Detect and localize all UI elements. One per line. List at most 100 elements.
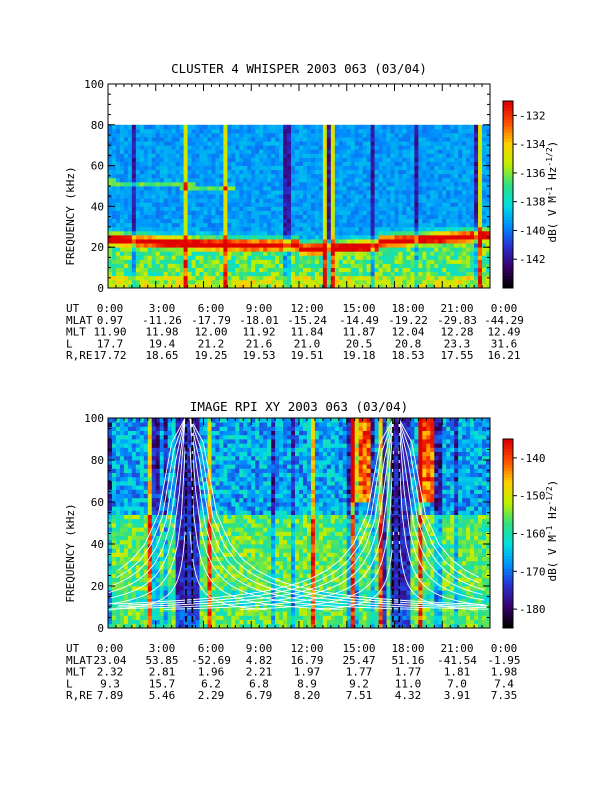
- spectrogram-cell: [227, 124, 232, 130]
- spectrogram-cell: [171, 190, 177, 195]
- spectrogram-cell: [251, 279, 256, 285]
- spectrogram-cell: [299, 226, 304, 232]
- spectrogram-cell: [147, 267, 153, 273]
- spectrogram-cell: [287, 177, 292, 183]
- spectrogram-cell: [374, 218, 379, 224]
- spectrogram-cell: [283, 234, 288, 240]
- spectrogram-cell: [442, 165, 447, 171]
- ephemeris-value: 21.2: [198, 337, 225, 350]
- spectrogram-cell: [414, 149, 419, 154]
- spectrogram-cell: [159, 590, 165, 595]
- spectrogram-cell: [167, 594, 173, 599]
- spectrogram-cell: [382, 165, 387, 171]
- spectrogram-cell: [255, 173, 260, 179]
- spectrogram-cell: [159, 502, 165, 507]
- spectrogram-cell: [111, 177, 117, 183]
- spectrogram-cell: [191, 259, 196, 264]
- spectrogram-cell: [422, 202, 427, 207]
- spectrogram-cell: [179, 275, 185, 281]
- spectrogram-cell: [119, 556, 125, 562]
- spectrogram-cell: [482, 239, 487, 244]
- colorbar-swatch: [503, 253, 513, 258]
- spectrogram-cell: [131, 214, 137, 220]
- spectrogram-cell: [159, 443, 165, 448]
- spectrogram-cell: [275, 202, 280, 207]
- spectrogram-cell: [127, 210, 133, 215]
- spectrogram-cell: [115, 493, 121, 499]
- spectrogram-cell: [171, 194, 177, 199]
- spectrogram-cell: [259, 161, 264, 166]
- spectrogram-cell: [163, 569, 169, 574]
- spectrogram-cell: [414, 218, 419, 224]
- spectrogram-cell: [111, 422, 117, 427]
- spectrogram-cell: [386, 198, 391, 203]
- spectrogram-cell: [450, 124, 455, 130]
- spectrogram-cell: [255, 206, 260, 211]
- spectrogram-cell: [474, 149, 479, 154]
- spectrogram-cell: [179, 186, 185, 191]
- spectrogram-cell: [195, 149, 200, 154]
- spectrogram-cell: [454, 239, 459, 244]
- spectrogram-cell: [171, 251, 177, 256]
- spectrogram-cell: [350, 161, 356, 166]
- spectrogram-cell: [255, 132, 260, 138]
- spectrogram-cell: [139, 218, 145, 224]
- spectrogram-cell: [310, 145, 316, 150]
- spectrogram-cell: [354, 165, 360, 171]
- spectrogram-cell: [334, 149, 340, 154]
- spectrogram-cell: [450, 234, 455, 240]
- spectrogram-cell: [474, 259, 479, 264]
- spectrogram-cell: [111, 527, 117, 532]
- spectrogram-cell: [350, 173, 356, 179]
- spectrogram-cell: [287, 202, 292, 207]
- spectrogram-cell: [382, 259, 387, 264]
- spectrogram-cell: [183, 267, 188, 273]
- spectrogram-cell: [151, 149, 157, 154]
- spectrogram-cell: [155, 186, 161, 191]
- spectrogram-cell: [390, 153, 395, 158]
- spectrogram-cell: [175, 132, 181, 138]
- spectrogram-cell: [374, 271, 379, 277]
- spectrogram-cell: [119, 271, 125, 277]
- spectrogram-cell: [466, 173, 471, 179]
- spectrogram-cell: [342, 137, 348, 142]
- spectrogram-cell: [135, 518, 141, 524]
- spectrogram-cell: [171, 472, 177, 478]
- spectrogram-cell: [283, 206, 288, 211]
- spectrogram-cell: [291, 198, 296, 203]
- spectrogram-cell: [111, 230, 117, 236]
- spectrogram-cell: [390, 157, 395, 162]
- spectrogram-cell: [147, 259, 153, 264]
- spectrogram-cell: [406, 234, 411, 240]
- spectrogram-cell: [342, 181, 348, 187]
- spectrogram-cell: [163, 124, 169, 130]
- spectrogram-cell: [231, 169, 236, 175]
- spectrogram-cell: [135, 531, 141, 536]
- spectrogram-cell: [374, 173, 379, 179]
- spectrogram-cell: [338, 230, 344, 236]
- spectrogram-cell: [462, 157, 467, 162]
- spectrogram-cell: [167, 263, 173, 268]
- spectrogram-cell: [358, 190, 364, 195]
- spectrogram-cell: [390, 226, 395, 232]
- spectrogram-cell: [251, 226, 256, 232]
- spectrogram-cell: [203, 186, 208, 191]
- spectrogram-cell: [434, 259, 439, 264]
- spectrogram-cell: [318, 226, 324, 232]
- spectrogram-cell: [139, 460, 145, 465]
- spectrogram-cell: [398, 181, 403, 187]
- spectrogram-cell: [155, 464, 161, 469]
- spectrogram-cell: [151, 598, 157, 604]
- spectrogram-cell: [203, 173, 208, 179]
- spectrogram-cell: [211, 149, 216, 154]
- spectrogram-cell: [386, 226, 391, 232]
- spectrogram-cell: [207, 210, 212, 215]
- spectrogram-cell: [139, 230, 145, 236]
- spectrogram-cell: [454, 222, 459, 228]
- spectrogram-cell: [123, 181, 129, 187]
- spectrogram-cell: [111, 502, 117, 507]
- spectrogram-cell: [167, 251, 173, 256]
- spectrogram-cell: [223, 128, 228, 134]
- spectrogram-cell: [231, 128, 236, 134]
- spectrogram-cell: [458, 169, 463, 175]
